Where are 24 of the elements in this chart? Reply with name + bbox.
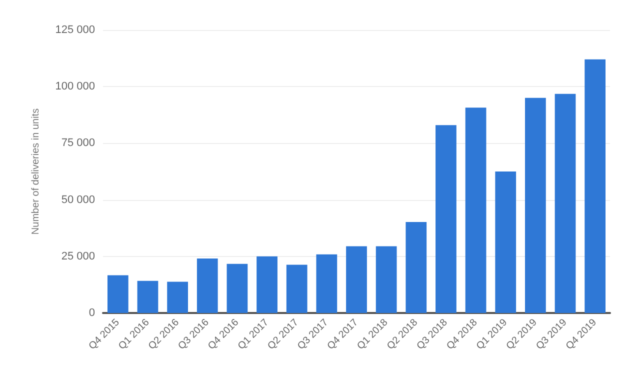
y-tick-label: 125 000	[55, 24, 95, 36]
bar	[584, 59, 606, 313]
bar	[137, 280, 158, 313]
bar	[436, 125, 456, 313]
bar	[554, 94, 576, 313]
y-tick-label: 25 000	[61, 250, 95, 262]
y-axis-title: Number of deliveries in units	[30, 108, 42, 235]
bar	[316, 254, 338, 313]
bar	[107, 275, 128, 313]
bar	[495, 172, 516, 313]
bar	[196, 258, 218, 313]
bar	[465, 108, 486, 313]
y-tick-label: 0	[88, 307, 95, 319]
bar	[525, 98, 546, 313]
bar	[256, 256, 278, 313]
y-tick-label: 50 000	[61, 194, 95, 206]
bar	[226, 264, 248, 313]
y-tick-label: 100 000	[55, 80, 95, 93]
bar	[346, 246, 367, 313]
bar	[167, 282, 188, 313]
y-tick-label: 75 000	[61, 137, 95, 150]
bar	[286, 264, 308, 313]
bar	[406, 222, 427, 313]
bar	[376, 246, 397, 313]
